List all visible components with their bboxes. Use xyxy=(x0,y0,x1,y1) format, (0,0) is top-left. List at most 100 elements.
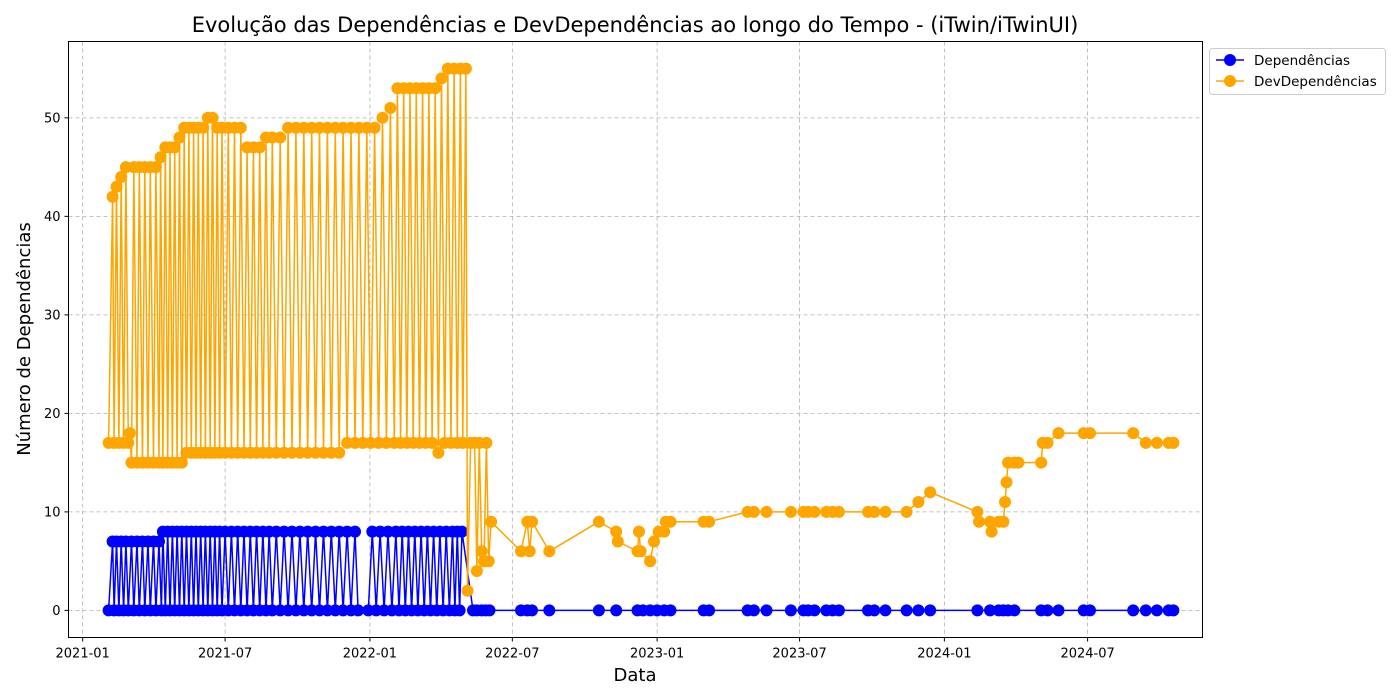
legend-marker-dependencias xyxy=(1224,54,1236,66)
chart-title: Evolução das Dependências e DevDependênc… xyxy=(192,13,1079,37)
data-point xyxy=(1167,436,1180,449)
data-point xyxy=(900,505,913,518)
legend-marker-devdependencias xyxy=(1224,75,1236,87)
data-point xyxy=(384,102,397,114)
data-point xyxy=(879,604,892,617)
data-point xyxy=(971,505,984,518)
data-point xyxy=(760,505,773,518)
legend-box xyxy=(1209,48,1386,95)
data-point xyxy=(515,545,527,558)
data-point xyxy=(1127,604,1140,617)
data-point xyxy=(234,121,247,134)
data-point xyxy=(760,604,773,617)
data-point xyxy=(274,131,287,144)
data-point xyxy=(808,505,821,518)
data-point xyxy=(747,505,760,518)
series-layer xyxy=(102,62,1180,617)
data-point xyxy=(664,604,677,617)
data-point xyxy=(1084,604,1096,617)
data-point xyxy=(168,141,181,154)
data-point xyxy=(526,515,538,528)
data-point xyxy=(253,141,266,154)
y-tick-label: 30 xyxy=(44,308,61,323)
data-point xyxy=(435,72,448,85)
data-point xyxy=(784,505,797,518)
data-point xyxy=(1084,427,1096,440)
series-line xyxy=(107,530,1174,612)
data-point xyxy=(1139,436,1152,449)
data-point xyxy=(900,604,913,617)
data-point xyxy=(352,604,365,617)
data-point xyxy=(703,604,716,617)
data-point xyxy=(879,505,892,518)
data-point xyxy=(633,525,645,538)
data-point xyxy=(154,151,167,164)
data-point xyxy=(485,515,498,528)
series-0 xyxy=(102,525,1180,617)
data-point xyxy=(610,525,623,538)
x-tick-label: 2021-01 xyxy=(56,647,110,662)
data-point xyxy=(453,604,466,617)
data-point xyxy=(153,535,165,548)
data-point xyxy=(482,555,495,568)
data-point xyxy=(648,535,660,548)
legend-label-devdependencias: DevDependências xyxy=(1254,74,1377,90)
legend-label-dependencias: Dependências xyxy=(1254,53,1350,69)
data-point xyxy=(1150,604,1163,617)
data-point xyxy=(475,545,488,558)
x-tick-label: 2021-07 xyxy=(198,647,252,662)
data-point xyxy=(197,121,210,134)
data-point xyxy=(333,446,346,459)
y-tick-label: 20 xyxy=(44,407,61,422)
data-point xyxy=(1139,604,1152,617)
data-point xyxy=(429,82,442,95)
data-point xyxy=(1052,427,1065,440)
y-tick-label: 10 xyxy=(44,505,61,520)
data-point xyxy=(984,515,996,528)
data-point xyxy=(610,604,623,617)
data-point xyxy=(115,171,128,183)
y-axis-label: Número de Dependências xyxy=(14,222,35,456)
data-point xyxy=(543,545,556,558)
data-point xyxy=(1035,456,1048,469)
x-axis: 2021-01 2021-07 2022-01 2022-07 2023-01 2023-… xyxy=(56,637,1115,662)
data-point xyxy=(997,515,1010,528)
data-point xyxy=(106,190,119,203)
data-point xyxy=(912,604,925,617)
data-point xyxy=(924,486,937,499)
y-tick-label: 40 xyxy=(44,210,61,225)
data-point xyxy=(432,446,445,459)
y-tick-label: 50 xyxy=(44,111,61,126)
data-point xyxy=(426,436,439,449)
data-point xyxy=(470,565,483,577)
data-point xyxy=(480,436,493,449)
y-tick-label: 0 xyxy=(52,604,60,619)
data-point xyxy=(1041,436,1054,449)
data-point xyxy=(523,545,536,558)
data-point xyxy=(376,111,389,124)
data-point xyxy=(644,555,657,568)
x-tick-label: 2023-01 xyxy=(630,647,684,662)
data-point xyxy=(664,515,677,528)
data-point xyxy=(461,584,474,597)
y-axis: 0 10 20 30 40 50 xyxy=(44,111,69,619)
data-point xyxy=(110,180,123,193)
data-point xyxy=(526,604,538,617)
data-point xyxy=(592,515,605,528)
data-point xyxy=(483,604,496,617)
x-tick-label: 2023-07 xyxy=(772,647,826,662)
data-point xyxy=(658,525,671,538)
data-point xyxy=(543,604,556,617)
data-point xyxy=(1012,456,1025,469)
series-1 xyxy=(102,62,1180,597)
data-point xyxy=(912,496,925,508)
data-point xyxy=(924,604,937,617)
data-point xyxy=(808,604,821,617)
data-point xyxy=(592,604,605,617)
data-point xyxy=(459,62,472,75)
data-point xyxy=(206,111,219,124)
data-point xyxy=(122,436,135,449)
grid xyxy=(68,41,1203,638)
data-point xyxy=(349,525,361,538)
